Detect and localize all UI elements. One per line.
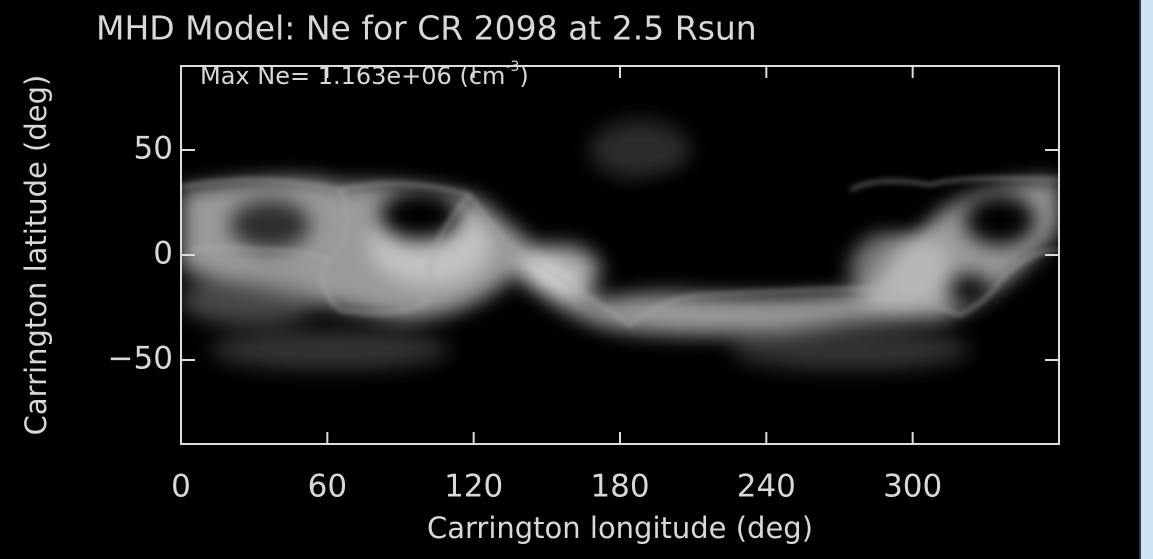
annotation-suffix: ) [519,62,528,90]
y-tick-label: −50 [108,341,173,377]
annotation: Max Ne= 1.163e+06 (cm-3) [200,59,529,90]
annotation-text: Max Ne= 1.163e+06 (cm [200,62,505,90]
y-axis-label: Carrington latitude (deg) [19,75,53,436]
x-tick-label: 0 [171,469,191,505]
y-tick-label: 0 [153,236,173,272]
x-tick-label: 120 [444,469,503,505]
x-tick-label: 300 [883,469,942,505]
x-tick-label: 60 [308,469,347,505]
side-panel [1140,0,1153,559]
x-tick-label: 240 [737,469,796,505]
annotation-superscript: -3 [505,59,519,75]
x-tick-label: 180 [590,469,649,505]
y-tick-label: 50 [134,131,173,167]
density-image [181,120,1059,370]
x-axis-label: Carrington longitude (deg) [427,511,813,545]
chart-title: MHD Model: Ne for CR 2098 at 2.5 Rsun [96,9,757,48]
